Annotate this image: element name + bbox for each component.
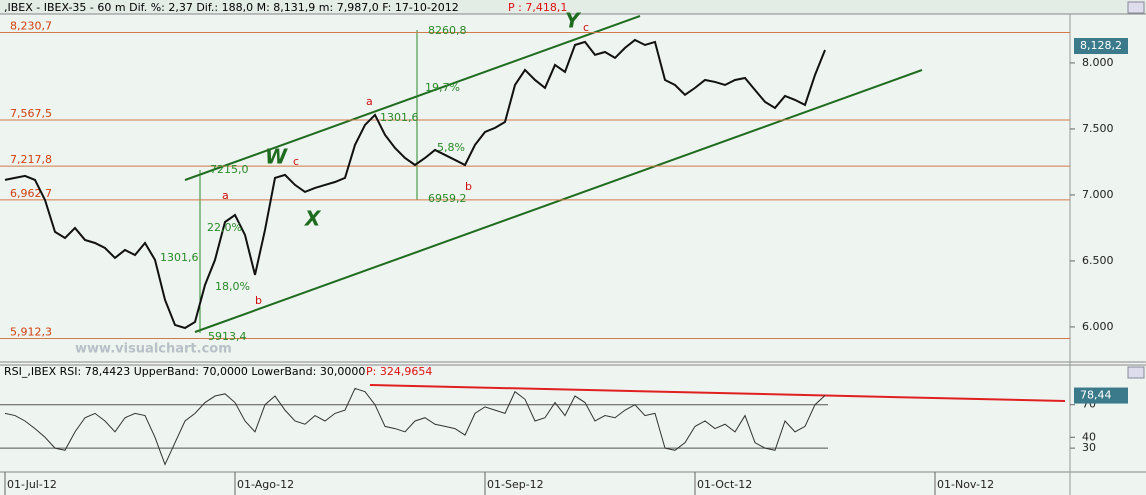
channel-line	[184, 15, 641, 181]
y-tick-label: 7.000	[1082, 188, 1114, 201]
annotation: 19,7%	[425, 81, 460, 94]
rsi-price-note: P: 324,9654	[366, 365, 432, 378]
x-tick-label: 01-Nov-12	[937, 478, 994, 491]
x-tick-label: 01-Ago-12	[237, 478, 294, 491]
y-tick-label: 40	[1082, 430, 1096, 443]
rsi-title: RSI_,IBEX RSI: 78,4423 UpperBand: 70,000…	[4, 365, 365, 378]
annotation: Y	[565, 9, 582, 33]
annotation: 5,8%	[437, 141, 465, 154]
x-tick-label: 01-Sep-12	[487, 478, 544, 491]
chart-title: ,IBEX - IBEX-35 - 60 m Dif. %: 2,37 Dif.…	[4, 1, 459, 14]
annotation: 5913,4	[208, 330, 247, 343]
y-tick-label: 8.000	[1082, 56, 1114, 69]
y-tick-label: 6.500	[1082, 254, 1114, 267]
annotation: 22,0%	[207, 221, 242, 234]
level-label: 6,962,7	[10, 187, 52, 200]
annotation: c	[583, 21, 589, 34]
annotation: 1301,6	[380, 111, 419, 124]
rsi-trendline	[369, 384, 1066, 402]
annotation: 1301,6	[160, 251, 199, 264]
annotation: 8260,8	[428, 24, 467, 37]
header-bar	[0, 0, 1146, 14]
y-tick-label: 6.000	[1082, 320, 1114, 333]
x-tick-label: 01-Jul-12	[7, 478, 57, 491]
annotation: b	[255, 294, 262, 307]
price-note: P : 7,418,1	[508, 1, 567, 14]
annotation: W	[265, 145, 288, 169]
channel-line	[194, 69, 923, 333]
annotation: a	[222, 189, 229, 202]
y-tick-label: 7.500	[1082, 122, 1114, 135]
watermark: www.visualchart.com	[75, 342, 232, 357]
series-line	[4, 38, 826, 330]
x-tick-label: 01-Oct-12	[697, 478, 752, 491]
annotation: b	[465, 180, 472, 193]
level-label: 8,230,7	[10, 19, 52, 32]
annotation: a	[366, 95, 373, 108]
annotation: 7215,0	[210, 163, 249, 176]
annotation: 18,0%	[215, 280, 250, 293]
level-label: 5,912,3	[10, 326, 52, 339]
y-tick-label: 30	[1082, 441, 1096, 454]
level-label: 7,217,8	[10, 153, 52, 166]
annotation: c	[293, 155, 299, 168]
series-line	[4, 387, 826, 466]
last-value-box	[1074, 387, 1128, 404]
panel-button[interactable]	[1127, 366, 1145, 379]
level-label: 7,567,5	[10, 107, 52, 120]
last-value-box	[1074, 38, 1128, 55]
panel-button[interactable]	[1127, 1, 1145, 14]
last-value-label: 8,128,2	[1080, 39, 1122, 52]
last-value-label: 78,44	[1080, 389, 1112, 402]
annotation: 6959,2	[428, 192, 467, 205]
annotation: X	[303, 207, 322, 231]
